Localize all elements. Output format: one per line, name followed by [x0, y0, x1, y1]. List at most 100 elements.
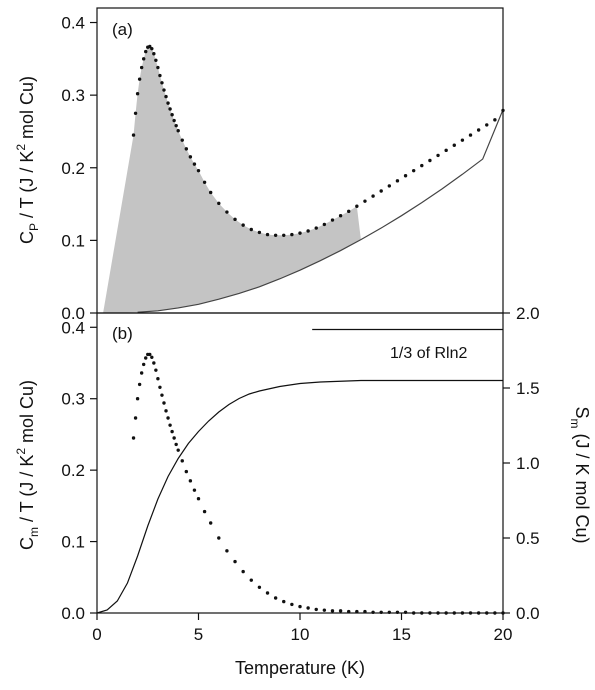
cp-data-point — [170, 113, 174, 117]
cm-data-point — [196, 497, 201, 501]
cp-data-point — [176, 129, 180, 133]
x-tick-label: 15 — [392, 625, 411, 644]
cp-data-point — [137, 77, 142, 81]
cp-data-point — [135, 91, 140, 96]
cm-data-point — [273, 596, 278, 600]
cp-data-point — [338, 213, 343, 218]
cm-data-point — [192, 488, 197, 492]
cp-data-point — [306, 229, 310, 233]
cm-data-point — [208, 521, 213, 525]
cm-data-point — [322, 608, 327, 612]
sm-subscript: m — [568, 419, 582, 429]
cp-data-point — [164, 94, 168, 99]
cm-data-point — [306, 606, 310, 610]
cm-data-point — [172, 436, 176, 440]
cp-data-point — [196, 168, 201, 173]
cp-units-sup: 2 — [14, 144, 28, 151]
cm-data-point — [144, 356, 148, 360]
left-y-tick-label: 0.1 — [61, 533, 85, 552]
cm-data-point — [168, 423, 172, 427]
cp-data-point — [436, 153, 440, 158]
sm-symbol: S — [572, 406, 592, 418]
cp-data-point — [403, 174, 408, 178]
cm-data-point — [170, 429, 174, 434]
cp-data-point — [485, 123, 489, 127]
cp-data-point — [355, 204, 359, 208]
cp-data-point — [290, 232, 294, 237]
cp-subscript: P — [27, 223, 41, 231]
cm-data-point — [162, 401, 166, 405]
cm-data-point — [184, 469, 189, 474]
left-y-tick-label: 0.3 — [61, 390, 85, 409]
cp-data-point — [395, 179, 400, 183]
cp-data-point — [225, 210, 229, 214]
panel-b: 0.00.10.20.30.40.00.51.01.52.00 5 10 15 20 (… — [14, 304, 592, 678]
cm-data-point — [166, 416, 170, 420]
cm-subscript: m — [27, 527, 41, 537]
cp-data-point — [192, 162, 197, 166]
cp-units-end: mol Cu) — [17, 76, 37, 144]
panel-a-y-axis-title: CP / T (J / K2 mol Cu) — [14, 76, 41, 244]
cp-data-point — [174, 123, 178, 128]
x-tick-label: 0 — [92, 625, 101, 644]
cm-data-point — [156, 377, 160, 381]
right-y-tick-label: 0.5 — [516, 529, 540, 548]
cp-data-point — [160, 81, 164, 85]
cp-data-point — [133, 111, 138, 115]
cm-data-point — [265, 591, 270, 595]
cm-data-point — [152, 361, 156, 365]
panel-b-left-y-axis-title: Cm / T (J / K2 mol Cu) — [14, 380, 41, 550]
cm-data-point — [139, 371, 144, 375]
cm-data-point — [141, 362, 146, 367]
left-y-tick-label: 0.2 — [61, 461, 85, 480]
y-tick-label: 0.3 — [61, 86, 85, 105]
right-y-tick-label: 0.0 — [516, 604, 540, 623]
cm-data-point — [133, 416, 138, 420]
cp-data-point — [493, 118, 497, 122]
cp-data-point — [208, 190, 213, 195]
cm-data-point — [330, 609, 335, 613]
right-y-tick-label: 1.5 — [516, 379, 540, 398]
cm-data-point — [131, 436, 136, 440]
cp-data-point — [241, 223, 245, 227]
cp-data-point — [139, 65, 144, 70]
panel-b-ticks: 0.00.10.20.30.40.00.51.01.52.00 5 10 15 20 — [61, 304, 539, 644]
cm-data-point — [298, 604, 302, 609]
sm-units: (J / K mol Cu) — [572, 429, 592, 544]
left-y-tick-label: 0.0 — [61, 604, 85, 623]
cm-symbol: C — [17, 537, 37, 550]
cm-data-point — [158, 385, 162, 389]
right-y-tick-label: 2.0 — [516, 304, 540, 323]
cp-data-point — [202, 180, 207, 184]
cp-data-point — [150, 46, 154, 51]
cp-data-point — [420, 163, 424, 168]
cm-data-point — [148, 352, 152, 357]
entropy-curve — [96, 379, 503, 614]
panel-b-right-y-axis-title: Sm (J / K mol Cu) — [568, 406, 592, 543]
cp-data-point — [379, 189, 383, 193]
cm-data-point — [314, 607, 318, 612]
cm-data-point — [249, 578, 253, 582]
cp-data-point — [273, 233, 278, 237]
cm-data-point — [202, 509, 207, 514]
cp-data-point — [444, 148, 448, 153]
cm-data-point — [174, 442, 178, 447]
y-tick-label: 0.2 — [61, 159, 85, 178]
cp-units: / T (J / K — [17, 151, 37, 223]
cm-data-point — [135, 397, 140, 401]
cm-data-point — [137, 382, 142, 387]
cp-data-point — [217, 201, 221, 206]
cp-symbol: C — [17, 231, 37, 244]
cp-data-point — [249, 227, 253, 232]
panel-a-series — [131, 44, 505, 313]
cp-data-point — [411, 168, 416, 173]
panel-b-series — [96, 328, 505, 615]
cp-data-point — [156, 65, 160, 70]
cp-data-point — [172, 118, 176, 123]
cm-data-point — [150, 355, 154, 359]
cp-data-point — [363, 199, 367, 203]
cp-data-point — [158, 73, 162, 78]
cp-data-point — [141, 57, 146, 61]
cm-data-point — [164, 409, 168, 413]
